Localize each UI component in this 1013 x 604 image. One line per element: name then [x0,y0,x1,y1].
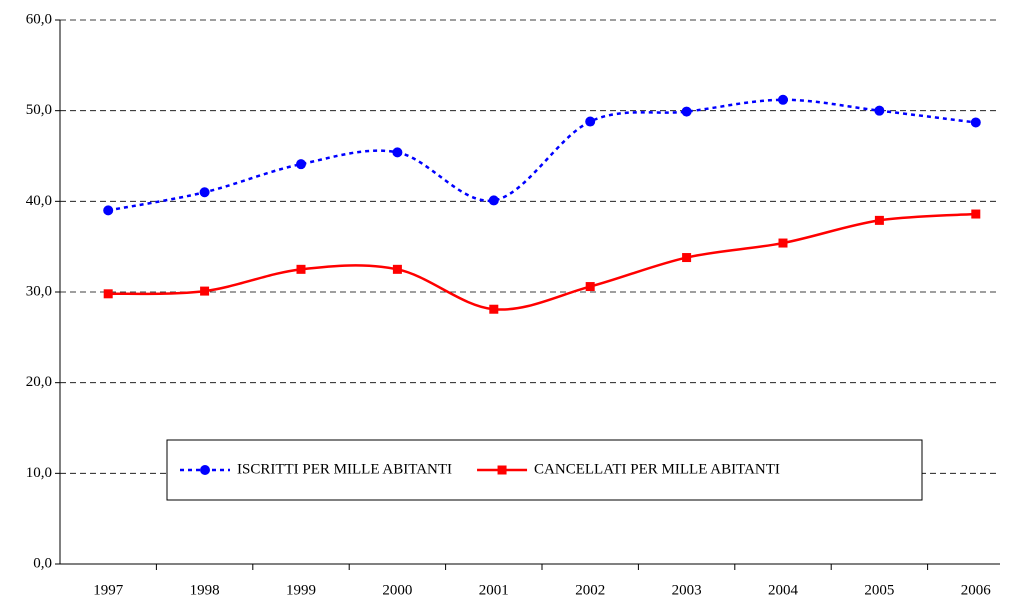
marker [874,105,885,116]
marker [682,253,692,263]
marker [488,195,499,206]
marker [296,159,306,170]
y-tick-label: 50,0 [26,102,52,118]
marker [103,205,114,216]
marker [585,282,595,292]
legend-label: ISCRITTI PER MILLE ABITANTI [237,461,452,477]
x-tick-label: 2000 [382,582,412,598]
x-tick-label: 1998 [190,582,220,598]
marker [971,209,981,219]
y-tick-label: 60,0 [26,11,52,27]
y-tick-label: 10,0 [26,465,52,481]
x-tick-label: 2001 [479,582,509,598]
marker [778,94,788,105]
y-tick-label: 30,0 [26,283,52,299]
marker [199,187,210,198]
marker [497,465,507,475]
marker [392,264,402,274]
legend-label: CANCELLATI PER MILLE ABITANTI [534,461,780,477]
marker [200,465,210,475]
y-tick-label: 40,0 [26,193,52,209]
legend: ISCRITTI PER MILLE ABITANTI CANCELLATI PE… [166,439,923,501]
x-tick-label: 2002 [575,582,605,598]
marker [296,264,306,274]
series-line [107,98,976,212]
x-tick-label: 2006 [961,582,992,598]
y-tick-label: 0,0 [33,555,52,571]
series-line [108,212,976,311]
x-tick-label: 1997 [93,582,124,598]
x-tick-label: 2005 [864,582,894,598]
marker [200,286,210,296]
x-tick-label: 2003 [672,582,702,598]
marker [392,147,403,158]
marker [778,238,788,248]
legend-box [166,439,923,501]
x-tick-label: 2004 [768,582,799,598]
marker [585,116,596,127]
y-tick-label: 20,0 [26,374,52,390]
x-tick-label: 1999 [286,582,316,598]
marker [489,304,499,314]
marker [681,106,692,117]
marker [874,215,884,225]
marker [103,289,113,299]
marker [970,117,981,128]
